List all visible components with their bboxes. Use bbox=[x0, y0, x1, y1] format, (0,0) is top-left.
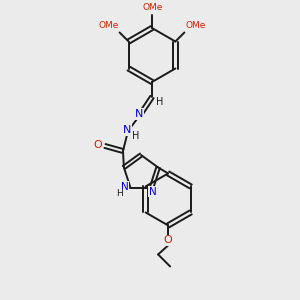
Text: N: N bbox=[121, 182, 128, 192]
Text: N: N bbox=[123, 125, 131, 135]
Text: H: H bbox=[156, 97, 164, 107]
Text: OMe: OMe bbox=[143, 4, 163, 13]
Text: N: N bbox=[135, 109, 143, 119]
Text: N: N bbox=[149, 187, 157, 196]
Text: H: H bbox=[132, 131, 140, 141]
Text: OMe: OMe bbox=[98, 21, 119, 30]
Text: OMe: OMe bbox=[185, 21, 206, 30]
Text: H: H bbox=[116, 189, 123, 198]
Text: O: O bbox=[164, 236, 172, 245]
Text: O: O bbox=[94, 140, 102, 150]
